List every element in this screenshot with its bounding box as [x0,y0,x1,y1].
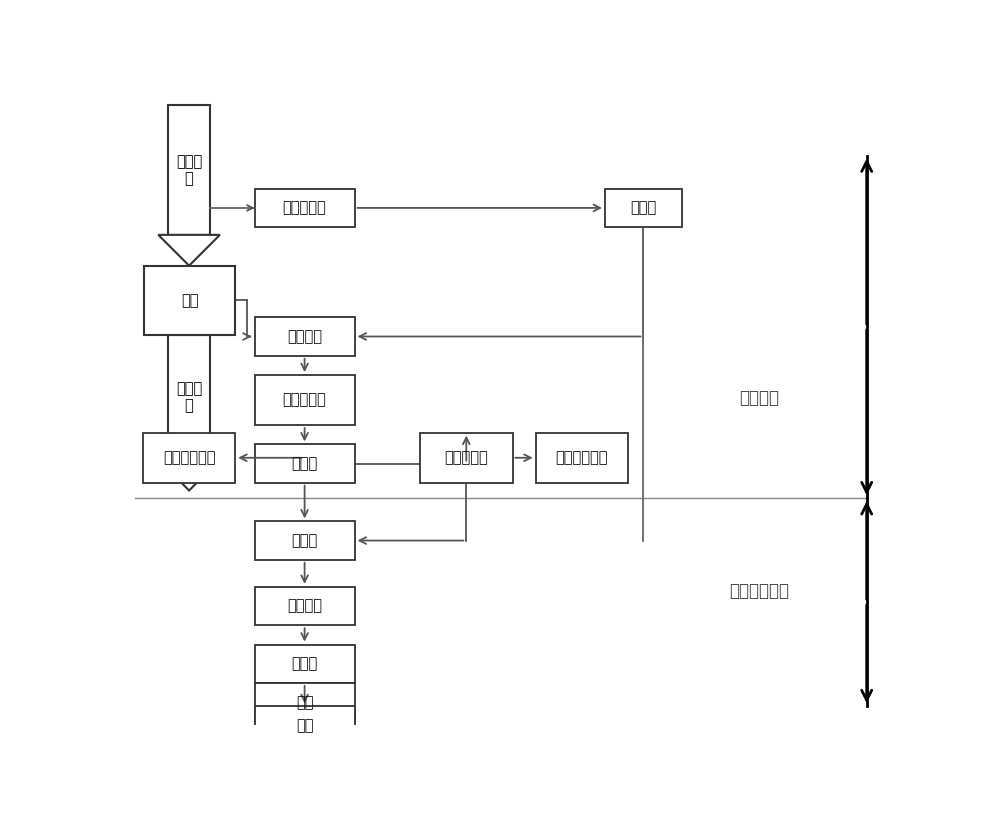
Text: 铅蓄电池组: 铅蓄电池组 [444,450,488,465]
FancyBboxPatch shape [144,266,235,335]
Text: 能量回馈部分: 能量回馈部分 [729,582,789,600]
FancyBboxPatch shape [255,706,355,745]
Polygon shape [168,105,210,235]
FancyBboxPatch shape [255,522,355,560]
FancyBboxPatch shape [420,433,512,482]
Text: 电网: 电网 [296,718,313,733]
Text: 消能部分: 消能部分 [739,389,779,408]
FancyBboxPatch shape [143,433,235,482]
FancyBboxPatch shape [255,317,355,356]
Text: 电池检测模块: 电池检测模块 [556,450,608,465]
Text: 高能装
体: 高能装 体 [176,154,202,187]
Text: 同步发电机: 同步发电机 [283,393,326,408]
Text: 设备后备电源: 设备后备电源 [163,450,215,465]
FancyBboxPatch shape [536,433,628,482]
Text: 电网: 电网 [296,694,313,710]
Text: 控制器: 控制器 [630,200,657,215]
Text: 叶轮: 叶轮 [181,293,199,308]
FancyBboxPatch shape [255,645,355,683]
FancyBboxPatch shape [255,375,355,425]
Text: 压力变送器: 压力变送器 [283,200,326,215]
Polygon shape [158,235,220,266]
Text: 变压器: 变压器 [291,656,318,672]
Text: 无极变速: 无极变速 [287,329,322,344]
Text: 功率补偿: 功率补偿 [287,598,322,614]
FancyBboxPatch shape [605,188,682,227]
FancyBboxPatch shape [255,444,355,482]
Polygon shape [168,335,210,460]
FancyBboxPatch shape [255,188,355,227]
FancyBboxPatch shape [255,587,355,625]
Text: 逆变器: 逆变器 [291,533,318,548]
FancyBboxPatch shape [255,683,355,721]
Polygon shape [158,460,220,491]
Text: 整流器: 整流器 [291,456,318,471]
Text: 底能装
体: 底能装 体 [176,381,202,413]
